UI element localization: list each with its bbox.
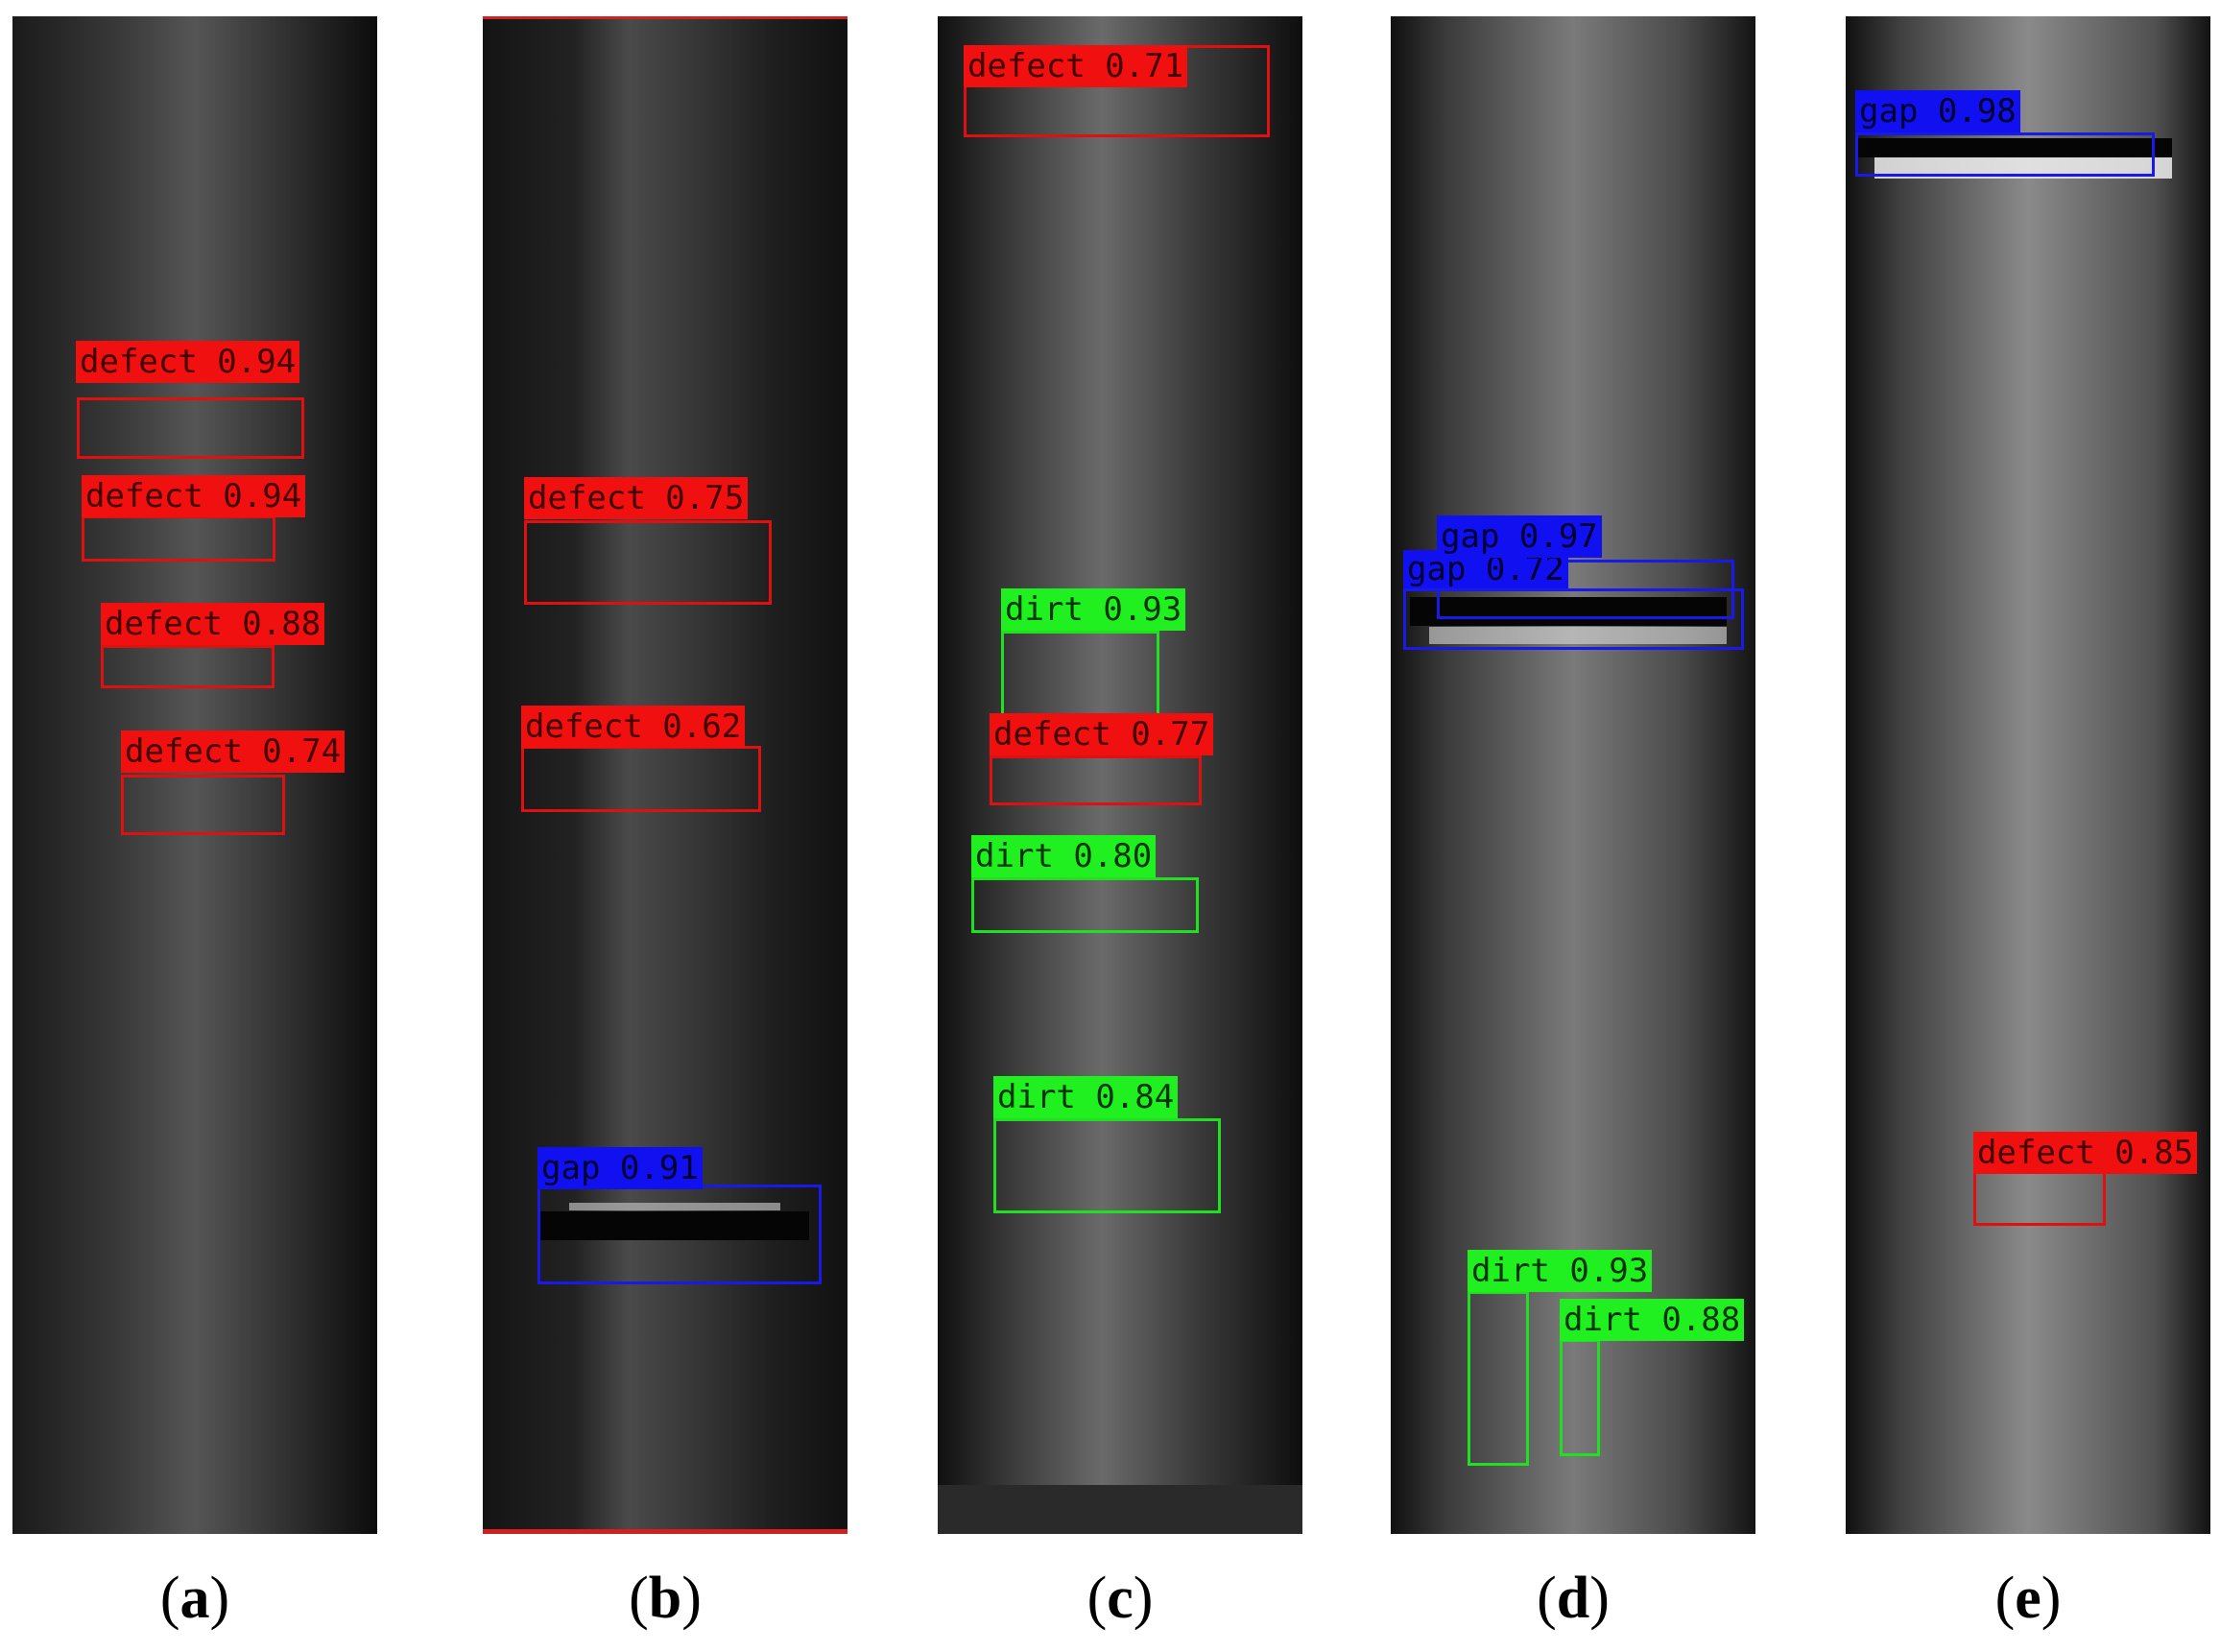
panel-caption-a: (a) [159,1566,230,1631]
panel-caption-c: (c) [1086,1566,1154,1631]
detection-label: defect 0.94 [82,475,306,517]
rail-image-a: defect 0.94 defect 0.94 defect 0.88 defe… [12,16,377,1534]
rail-surface-b [483,16,847,1534]
detection-label: dirt 0.93 [1001,588,1186,631]
detection-box [1468,1291,1529,1466]
detection-label: defect 0.74 [121,730,346,773]
detection-box [1855,132,2155,177]
rail-surface-e [1846,16,2210,1534]
detection-box [993,1118,1221,1213]
detection-label: defect 0.75 [524,477,749,519]
panel-caption-b: (b) [629,1566,702,1631]
detection-label: defect 0.94 [76,341,300,383]
rail-surface-c [938,16,1302,1534]
detection-label: defect 0.77 [990,713,1214,755]
detection-label: dirt 0.88 [1560,1299,1745,1341]
detection-box [971,877,1199,933]
detection-box [990,755,1202,805]
detection-label: dirt 0.84 [993,1076,1179,1118]
detection-box [121,775,285,835]
rail-image-e: gap 0.98 defect 0.85 [1846,16,2210,1534]
detection-box [1403,588,1744,650]
detection-box [1973,1170,2106,1226]
detection-box [521,746,761,812]
detection-box [537,1185,822,1284]
detection-label: defect 0.71 [964,45,1188,87]
panel-caption-d: (d) [1537,1566,1610,1631]
detection-label: gap 0.91 [537,1147,703,1189]
rail-image-d: gap 0.72 gap 0.97 dirt 0.93 dirt 0.88 [1391,16,1755,1534]
detection-label: gap 0.97 [1437,515,1602,558]
panel-caption-e: (e) [1994,1566,2062,1631]
rail-image-b: defect 0.75 defect 0.62 gap 0.91 [483,16,847,1534]
detection-box [101,645,275,688]
detection-box [77,397,304,459]
detection-box [524,520,772,605]
detection-label: dirt 0.93 [1468,1250,1653,1292]
detection-box [1560,1339,1600,1456]
detection-label: dirt 0.80 [971,835,1157,877]
detection-label: defect 0.62 [521,706,746,748]
rail-image-c: defect 0.71 dirt 0.93 defect 0.77 dirt 0… [938,16,1302,1534]
detection-label: gap 0.98 [1855,90,2020,132]
detection-label: defect 0.88 [101,603,325,645]
detection-label: defect 0.85 [1973,1132,2198,1174]
detection-box [82,515,275,562]
